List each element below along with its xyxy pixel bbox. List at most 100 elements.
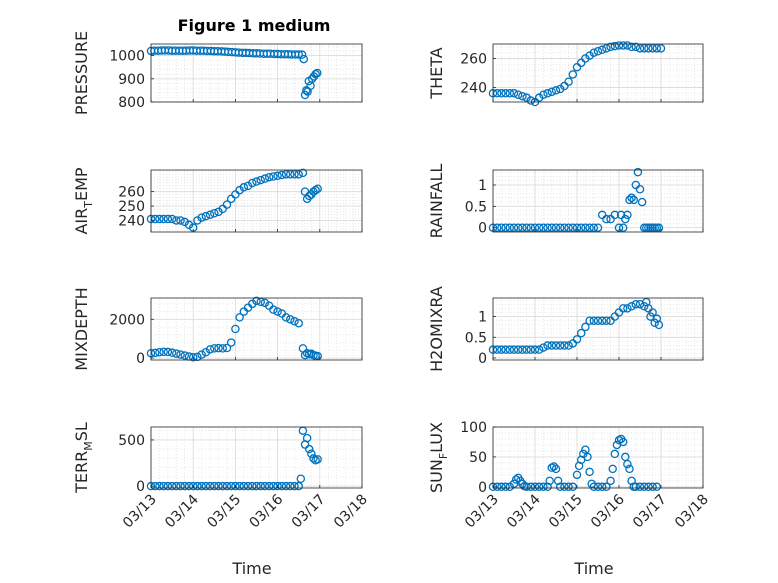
data-point [297,50,307,59]
data-point [172,481,181,491]
data-point [639,302,649,311]
data-point [304,191,314,201]
data-point [313,455,322,464]
data-point [526,482,536,492]
minor-grid [493,298,703,360]
y-tick-label: 240 [460,81,487,97]
minor-grid [151,298,362,360]
data-point [593,223,603,232]
data-point [513,90,523,100]
data-point [635,184,645,194]
data-point [576,58,586,68]
data-point [539,223,548,232]
data-point [560,341,569,350]
data-point [560,223,569,232]
data-point [618,41,628,50]
data-point [618,437,628,447]
data-point [581,54,590,63]
data-point [311,185,320,195]
data-point [606,42,615,52]
data-point [167,348,177,357]
data-point [501,345,510,354]
y-tick-label: 260 [118,185,145,201]
data-point [239,183,249,192]
data-point [218,344,227,353]
data-point [543,89,552,98]
data-point [616,210,626,220]
data-point [534,482,544,492]
data-point [560,482,569,492]
y-axis-label: SUNFLUX [427,422,450,493]
data-point [585,51,594,60]
y-axis-label: TERRMSL [72,422,95,494]
data-point [239,481,249,491]
data-point [269,305,278,314]
data-point [656,44,666,53]
series-markers [146,46,322,100]
y-tick-label: 2000 [109,312,145,328]
data-point [256,175,265,185]
data-point [568,482,578,492]
data-point [639,482,649,492]
data-point [597,316,607,325]
data-point [180,217,190,227]
data-point [252,296,261,306]
y-tick-label: 0 [478,480,487,496]
y-tick-label: 0 [136,479,145,495]
data-point [625,464,634,474]
data-point [264,481,274,491]
panel-mixdepth: 0 2000 MIXDEPTH [72,287,363,371]
data-point [309,187,318,196]
data-point [273,481,282,491]
data-point [597,482,607,492]
data-point [518,345,527,354]
data-point [511,475,521,484]
data-point [597,210,607,220]
data-point [210,481,219,491]
data-point [631,42,641,52]
data-point [530,345,540,354]
x-tick-label: 03/16 [247,491,287,531]
data-point [150,348,160,358]
data-point [629,195,638,205]
x-tick-label: 03/16 [588,491,628,531]
data-point [226,194,236,204]
panel-pressure: 800 900 1000 PRESSURE [72,31,363,115]
x-tick-label: 03/15 [546,492,586,532]
data-point [522,345,531,354]
data-point [281,481,291,491]
data-point [560,81,569,91]
data-point [226,481,236,491]
y-tick-label: 50 [469,450,487,466]
data-point [568,223,578,232]
data-point [572,62,582,72]
data-point [218,204,227,214]
data-point [222,343,232,353]
data-point [159,347,168,357]
x-tick-label: 03/14 [162,491,202,531]
data-point [313,184,322,193]
data-point [627,42,636,52]
data-point [226,338,236,347]
data-point [296,474,306,484]
data-point [193,481,202,491]
data-point [286,170,295,179]
x-tick-label: 03/17 [289,492,329,532]
axes-box [492,426,704,489]
data-point [497,345,506,354]
data-point [639,44,649,53]
data-point [547,223,557,232]
y-tick-label: 0 [136,351,145,367]
data-point [286,315,295,324]
y-axis-label: PRESSURE [72,31,91,115]
data-point [497,89,506,98]
data-point [602,482,611,492]
data-point [551,464,561,474]
data-point [618,223,628,232]
data-point [492,345,502,354]
data-point [256,481,265,491]
data-point [652,44,662,53]
data-point [294,481,303,491]
data-point [581,223,590,232]
data-point [294,318,303,328]
